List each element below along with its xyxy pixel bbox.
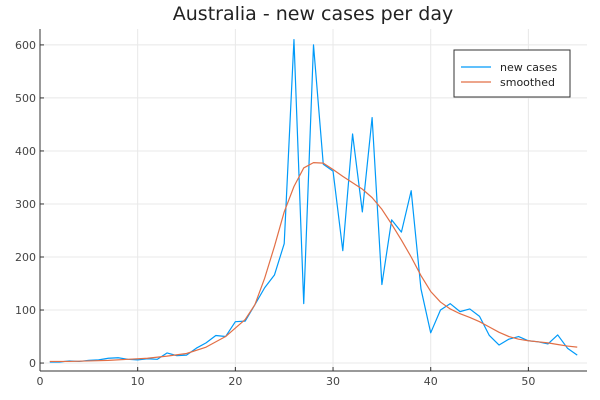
x-tick-label: 20 <box>228 375 242 388</box>
y-tick-label: 100 <box>15 304 36 317</box>
legend-label-new-cases: new cases <box>500 61 558 74</box>
y-tick-label: 600 <box>15 39 36 52</box>
x-tick-label: 40 <box>424 375 438 388</box>
x-tick-label: 50 <box>521 375 535 388</box>
y-tick-label: 0 <box>29 357 36 370</box>
x-tick-label: 10 <box>131 375 145 388</box>
y-tick-label: 500 <box>15 92 36 105</box>
x-tick-label: 30 <box>326 375 340 388</box>
chart-title: Australia - new cases per day <box>173 3 453 25</box>
legend-box <box>453 49 571 98</box>
y-tick-label: 200 <box>15 251 36 264</box>
y-tick-label: 300 <box>15 198 36 211</box>
series-line-smoothed <box>49 162 578 363</box>
legend-label-smoothed: smoothed <box>500 76 555 89</box>
series-line-new-cases <box>49 39 578 363</box>
legend: new cases smoothed <box>453 49 571 98</box>
x-tick-label: 0 <box>37 375 44 388</box>
plot-series <box>49 39 578 363</box>
y-tick-label: 400 <box>15 145 36 158</box>
